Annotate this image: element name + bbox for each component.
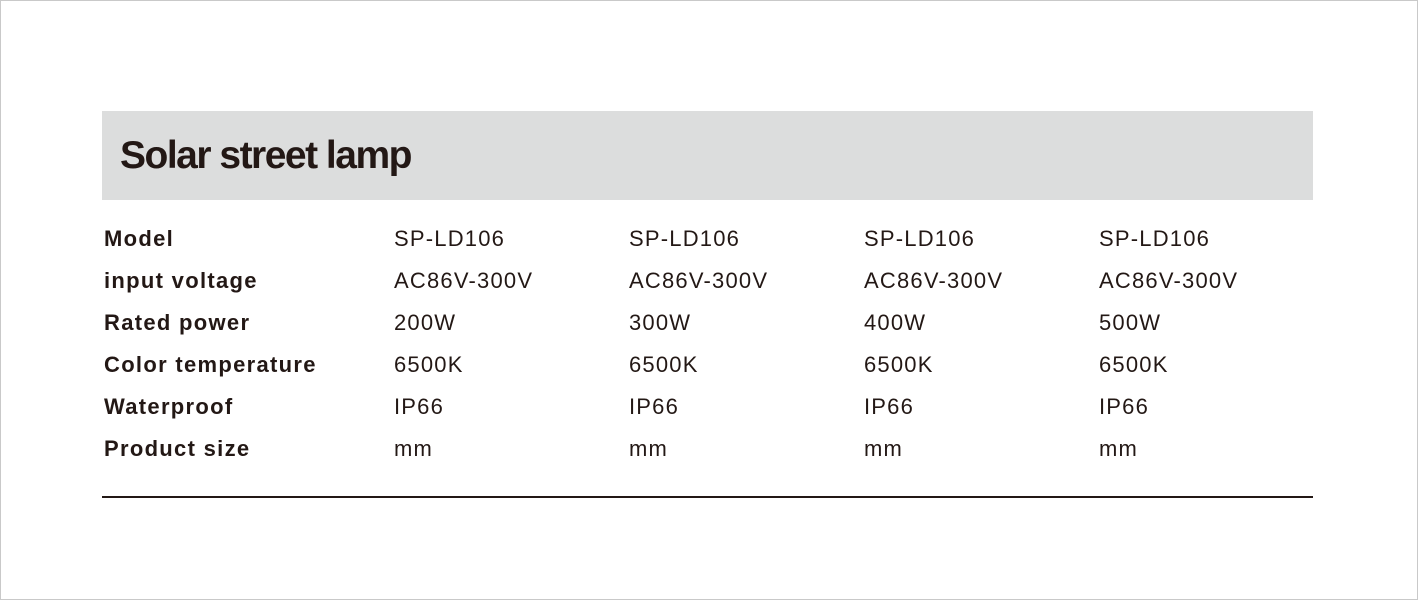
spec-value: AC86V-300V [1099,268,1239,293]
spec-value: IP66 [394,394,445,419]
spec-value: AC86V-300V [629,268,769,293]
spec-value: mm [394,436,434,461]
spec-row: Rated power 200W 300W 400W 500W [104,308,1314,338]
spec-row: input voltage AC86V-300V AC86V-300V AC86V-3… [104,266,1314,296]
spec-value: SP-LD106 [864,226,976,251]
spec-value: SP-LD106 [394,226,506,251]
spec-label: Color temperature [104,352,317,377]
spec-value: mm [629,436,669,461]
spec-value: 200W [394,310,457,335]
spec-value: AC86V-300V [394,268,534,293]
spec-value: IP66 [864,394,915,419]
spec-value: 6500K [1099,352,1169,377]
page-title: Solar street lamp [120,134,412,177]
spec-label: Waterproof [104,394,234,419]
spec-row: Waterproof IP66 IP66 IP66 IP66 [104,392,1314,422]
spec-value: SP-LD106 [629,226,741,251]
spec-row: Model SP-LD106 SP-LD106 SP-LD106 SP-LD106 [104,224,1314,254]
spec-label: Rated power [104,310,251,335]
spec-label: Product size [104,436,251,461]
spec-value: mm [1099,436,1139,461]
spec-value: 300W [629,310,692,335]
spec-value: 6500K [864,352,934,377]
spec-value: AC86V-300V [864,268,1004,293]
spec-value: 500W [1099,310,1162,335]
spec-value: 6500K [629,352,699,377]
spec-label: Model [104,226,175,251]
spec-value: SP-LD106 [1099,226,1211,251]
spec-value: mm [864,436,904,461]
spec-value: IP66 [629,394,680,419]
bottom-divider [102,496,1313,498]
spec-row: Product size mm mm mm mm [104,434,1314,464]
spec-value: 6500K [394,352,464,377]
spec-row: Color temperature 6500K 6500K 6500K 6500K [104,350,1314,380]
spec-label: input voltage [104,268,258,293]
title-band: Solar street lamp [102,111,1313,200]
spec-value: IP66 [1099,394,1150,419]
spec-value: 400W [864,310,927,335]
